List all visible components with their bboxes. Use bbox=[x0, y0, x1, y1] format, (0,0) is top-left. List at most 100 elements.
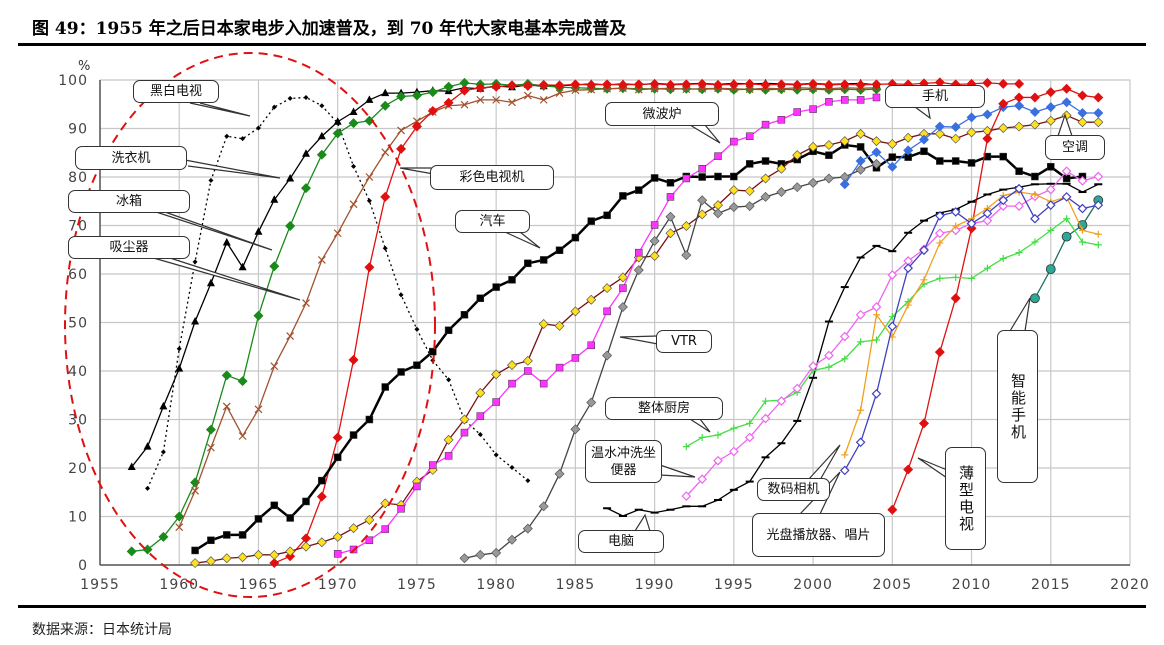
data-point bbox=[966, 112, 977, 123]
callout-color-tv: 彩色电视机 bbox=[430, 165, 554, 190]
data-point bbox=[1093, 117, 1104, 128]
data-point bbox=[1061, 166, 1072, 177]
data-point bbox=[444, 326, 453, 335]
data-point bbox=[240, 136, 246, 142]
data-point bbox=[381, 383, 389, 391]
data-point bbox=[398, 292, 404, 298]
data-point bbox=[855, 164, 866, 175]
data-point bbox=[318, 476, 326, 485]
data-point bbox=[1077, 107, 1088, 118]
data-point bbox=[507, 80, 517, 91]
data-point bbox=[887, 139, 898, 150]
data-point bbox=[160, 449, 166, 455]
data-point bbox=[237, 552, 248, 563]
data-point bbox=[792, 182, 803, 193]
data-point bbox=[1014, 183, 1024, 194]
data-point bbox=[349, 200, 358, 209]
data-point bbox=[950, 293, 961, 304]
data-point bbox=[746, 419, 754, 427]
data-point bbox=[319, 103, 325, 109]
data-point bbox=[491, 547, 502, 558]
data-point bbox=[635, 186, 643, 194]
series-10 bbox=[887, 83, 1104, 515]
data-point bbox=[856, 143, 865, 151]
data-point bbox=[460, 310, 469, 319]
data-point bbox=[285, 546, 296, 557]
data-point bbox=[666, 179, 675, 187]
data-point bbox=[728, 185, 739, 196]
data-point bbox=[887, 504, 898, 515]
data-point bbox=[1031, 238, 1039, 246]
data-point bbox=[887, 161, 898, 172]
y-tick-label: 50 bbox=[68, 316, 88, 332]
data-point bbox=[349, 431, 358, 439]
data-point bbox=[238, 432, 247, 440]
data-point bbox=[411, 121, 422, 132]
data-point bbox=[555, 246, 564, 254]
x-tick-label: 1980 bbox=[476, 577, 516, 593]
data-point bbox=[982, 215, 993, 226]
data-point bbox=[443, 81, 454, 92]
data-point bbox=[492, 95, 501, 104]
data-point bbox=[270, 195, 279, 203]
data-point bbox=[745, 160, 754, 168]
data-point bbox=[365, 95, 374, 103]
data-point bbox=[365, 536, 374, 545]
data-point bbox=[839, 331, 850, 342]
data-point bbox=[508, 98, 516, 107]
data-point bbox=[174, 511, 185, 522]
series-4 bbox=[269, 77, 1025, 569]
data-point bbox=[1031, 190, 1039, 198]
y-tick-label: 10 bbox=[68, 510, 88, 526]
data-point bbox=[396, 143, 407, 154]
data-point bbox=[429, 461, 437, 469]
data-point bbox=[760, 79, 771, 90]
data-point bbox=[952, 273, 960, 281]
pointer-bidet bbox=[659, 464, 696, 478]
data-point bbox=[934, 210, 945, 221]
data-point bbox=[633, 265, 644, 276]
data-point bbox=[316, 537, 327, 548]
data-point bbox=[1047, 163, 1055, 171]
callout-vtr: VTR bbox=[656, 330, 712, 353]
data-point bbox=[522, 80, 533, 91]
x-tick-label: 1975 bbox=[397, 577, 437, 593]
data-point bbox=[872, 311, 880, 319]
callout-bw-tv: 黑白电视 bbox=[133, 80, 219, 103]
data-point bbox=[459, 85, 470, 96]
callout-vacuum: 吸尘器 bbox=[68, 236, 190, 259]
data-point bbox=[966, 223, 977, 234]
data-point bbox=[1015, 167, 1023, 175]
data-point bbox=[381, 525, 389, 533]
data-point bbox=[952, 222, 960, 230]
callout-camera: 数码相机 bbox=[757, 478, 830, 501]
y-tick-label: 100 bbox=[58, 73, 88, 89]
data-point bbox=[587, 341, 595, 350]
y-tick-label: 80 bbox=[68, 170, 88, 186]
data-point bbox=[1015, 249, 1023, 257]
data-point bbox=[634, 85, 643, 94]
data-point bbox=[697, 474, 708, 485]
data-point bbox=[950, 133, 961, 144]
data-point bbox=[839, 79, 850, 90]
data-point bbox=[365, 173, 374, 181]
data-point bbox=[903, 132, 914, 143]
data-point bbox=[223, 531, 231, 539]
data-point bbox=[728, 79, 739, 90]
data-point bbox=[270, 362, 279, 371]
x-tick-label: 2000 bbox=[793, 577, 833, 593]
data-point bbox=[871, 388, 882, 399]
data-point bbox=[698, 165, 706, 173]
data-point bbox=[143, 442, 152, 450]
data-point bbox=[539, 95, 548, 104]
data-point bbox=[745, 85, 754, 94]
data-point bbox=[998, 201, 1009, 211]
data-point bbox=[714, 431, 722, 439]
data-point bbox=[1014, 78, 1025, 89]
data-point bbox=[793, 108, 801, 116]
data-point bbox=[855, 309, 866, 320]
data-point bbox=[823, 139, 834, 150]
data-point bbox=[855, 79, 866, 90]
data-point bbox=[602, 350, 613, 361]
data-point bbox=[191, 486, 200, 495]
